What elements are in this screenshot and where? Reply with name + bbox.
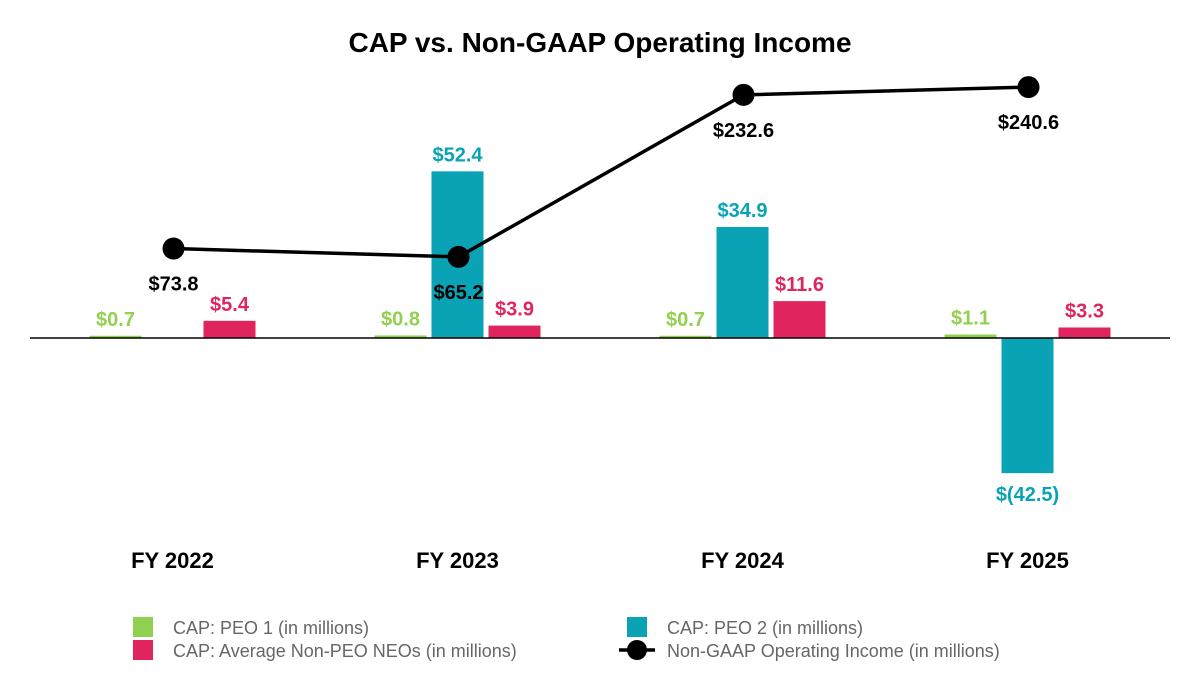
bar-3-fy-2025 xyxy=(1058,327,1111,338)
bar-value-label: $34.9 xyxy=(717,200,767,222)
income-value-label: $240.6 xyxy=(998,112,1059,134)
bar-value-label: $0.7 xyxy=(96,309,135,331)
chart-title: CAP vs. Non-GAAP Operating Income xyxy=(348,27,851,58)
bar-value-label: $3.3 xyxy=(1065,301,1104,323)
legend-item: Non-GAAP Operating Income (in millions) xyxy=(619,640,1000,661)
legend-marker-swatch xyxy=(627,640,647,660)
category-label: FY 2024 xyxy=(701,548,785,573)
category-label: FY 2025 xyxy=(986,548,1069,573)
bar-1-fy-2025 xyxy=(944,334,997,338)
bar-3-fy-2022 xyxy=(203,320,256,338)
category-label: FY 2022 xyxy=(131,548,214,573)
legend-item: CAP: PEO 1 (in millions) xyxy=(133,617,369,638)
bar-value-label: $1.1 xyxy=(951,308,990,330)
bar-value-label: $5.4 xyxy=(210,294,250,316)
bar-value-label: $0.7 xyxy=(666,309,705,331)
legend-label: Non-GAAP Operating Income (in millions) xyxy=(667,641,1000,661)
income-marker xyxy=(447,245,470,268)
income-marker xyxy=(162,237,185,260)
bar-3-fy-2023 xyxy=(488,325,541,338)
legend-swatch xyxy=(133,640,153,660)
bars-layer xyxy=(89,171,1111,474)
legend-item: CAP: Average Non-PEO NEOs (in millions) xyxy=(133,640,517,661)
legend: CAP: PEO 1 (in millions) CAP: PEO 2 (in m… xyxy=(133,617,1000,661)
category-label: FY 2023 xyxy=(416,548,499,573)
legend-label: CAP: Average Non-PEO NEOs (in millions) xyxy=(173,641,517,661)
legend-swatch xyxy=(133,617,153,637)
income-line xyxy=(173,85,1029,259)
bar-3-fy-2024 xyxy=(773,301,826,338)
bar-2-fy-2025 xyxy=(1001,338,1054,474)
income-value-label: $65.2 xyxy=(433,282,483,304)
line-layer xyxy=(162,76,1040,268)
income-marker xyxy=(1017,76,1040,99)
legend-item: CAP: PEO 2 (in millions) xyxy=(627,617,863,638)
bar-value-label: $3.9 xyxy=(495,299,534,321)
bar-1-fy-2023 xyxy=(374,335,427,338)
bar-value-label: $11.6 xyxy=(775,274,824,296)
income-value-label: $232.6 xyxy=(713,120,774,142)
bar-1-fy-2022 xyxy=(89,335,142,338)
bar-value-label: $0.8 xyxy=(381,308,420,330)
bar-value-label: $(42.5) xyxy=(996,484,1059,506)
income-marker xyxy=(732,83,755,106)
bar-2-fy-2024 xyxy=(716,227,769,338)
legend-swatch xyxy=(627,617,647,637)
labels-layer: $0.7 $0.8 $0.7 $1.1 $52.4 $34.9 $(42.5) $5.4 $3.… xyxy=(96,112,1104,573)
legend-label: CAP: PEO 1 (in millions) xyxy=(173,618,369,638)
income-value-label: $73.8 xyxy=(148,274,198,296)
legend-label: CAP: PEO 2 (in millions) xyxy=(667,618,863,638)
bar-1-fy-2024 xyxy=(659,335,712,338)
bar-value-label: $52.4 xyxy=(432,144,483,166)
